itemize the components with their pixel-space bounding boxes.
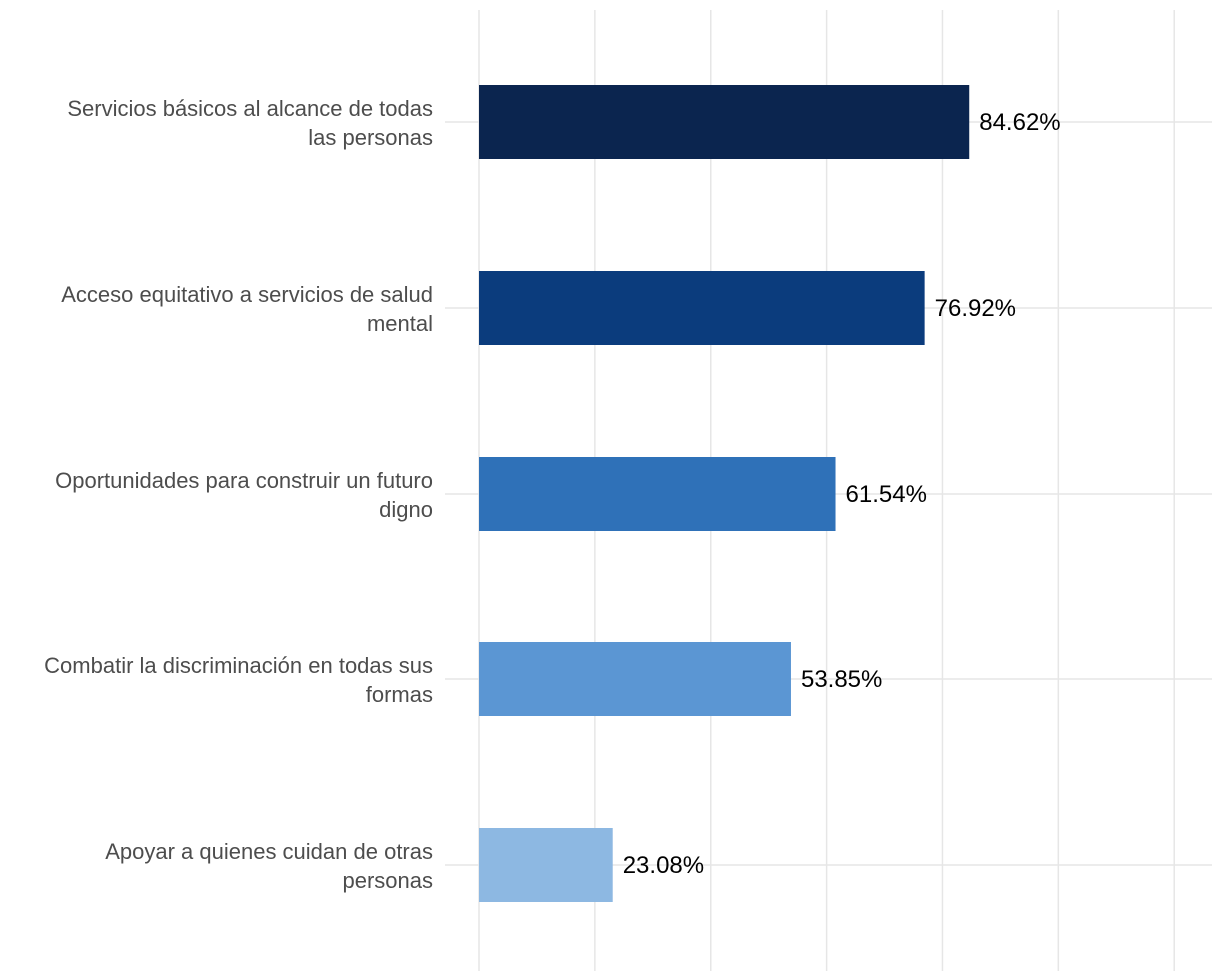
category-label-line: Combatir la discriminación en todas sus bbox=[44, 653, 433, 678]
category-label: Combatir la discriminación en todas sus f… bbox=[44, 653, 433, 707]
bar bbox=[479, 828, 613, 902]
bar bbox=[479, 85, 970, 159]
category-label-line: Apoyar a quienes cuidan de otras bbox=[105, 839, 433, 864]
bar-value-label: 23.08% bbox=[623, 852, 704, 879]
category-label: Acceso equitativo a servicios de salud me… bbox=[61, 282, 433, 336]
category-label-line: digno bbox=[379, 497, 433, 522]
category-label-line: las personas bbox=[308, 125, 433, 150]
category-label: Apoyar a quienes cuidan de otras personas bbox=[105, 839, 433, 893]
category-label: Oportunidades para construir un futuro di… bbox=[55, 468, 433, 522]
bar-value-label: 61.54% bbox=[846, 481, 927, 508]
category-labels: Servicios básicos al alcance de todas las… bbox=[44, 96, 433, 893]
category-label: Servicios básicos al alcance de todas las… bbox=[67, 96, 433, 150]
bar-value-label: 76.92% bbox=[935, 295, 1016, 322]
category-label-line: Servicios básicos al alcance de todas bbox=[67, 96, 433, 121]
bar-value-label: 84.62% bbox=[979, 109, 1060, 136]
value-labels: 84.62% 76.92% 61.54% 53.85% 23.08% bbox=[623, 109, 1061, 879]
category-label-line: formas bbox=[366, 682, 433, 707]
category-label-line: mental bbox=[367, 311, 433, 336]
category-label-line: Acceso equitativo a servicios de salud bbox=[61, 282, 433, 307]
bar-value-label: 53.85% bbox=[801, 666, 882, 693]
bar bbox=[479, 457, 836, 531]
bars bbox=[479, 85, 970, 902]
category-label-line: personas bbox=[342, 868, 433, 893]
category-label-line: Oportunidades para construir un futuro bbox=[55, 468, 433, 493]
bar bbox=[479, 642, 791, 716]
bar bbox=[479, 271, 925, 345]
